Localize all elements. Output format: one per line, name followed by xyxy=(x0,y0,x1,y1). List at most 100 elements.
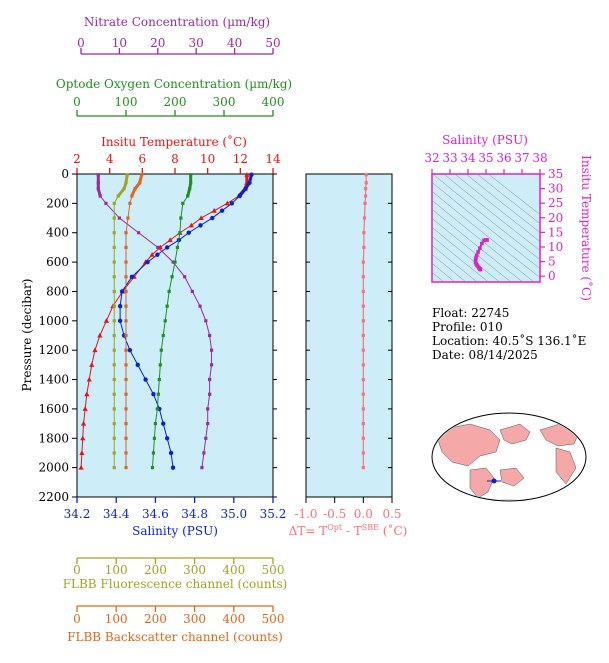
delta-point xyxy=(362,245,366,250)
fluorescence-surface-line xyxy=(116,174,129,197)
backscatter-point xyxy=(124,466,128,470)
fluorescence-axis-label: FLBB Fluorescence channel (counts) xyxy=(63,577,288,591)
salinity-point xyxy=(117,318,123,324)
backscatter-point xyxy=(124,245,128,250)
oxygen-point xyxy=(170,275,174,279)
backscatter-point xyxy=(124,231,128,235)
oxygen-point xyxy=(163,319,167,323)
backscatter-point xyxy=(124,275,128,279)
salinity-point xyxy=(129,274,135,279)
temperature-point xyxy=(82,406,88,411)
oxygen-point xyxy=(181,201,185,205)
backscatter-surface-line xyxy=(130,174,144,197)
salinity-tick-label: 34.4 xyxy=(103,507,130,521)
profile-panel: Insitu Temperature (˚C) 2 4 6 8 10 12 14 0 200 4… xyxy=(20,134,286,538)
ts-salinity-tick-label: 38 xyxy=(532,151,547,165)
backscatter-tick-label: 300 xyxy=(183,612,206,626)
info-location: Location: 40.5˚S 136.1˚E xyxy=(432,333,586,348)
delta-point xyxy=(363,201,367,205)
delta-tick-label: 0.0 xyxy=(354,507,373,521)
temperature-point xyxy=(149,251,155,257)
backscatter-tick-label: 0 xyxy=(73,612,81,626)
ts-isopycnal xyxy=(476,174,540,224)
ts-salinity-tick-label: 33 xyxy=(442,151,457,165)
nitrate-point xyxy=(202,451,206,455)
delta-point xyxy=(361,436,365,440)
delta-point xyxy=(364,181,368,185)
oxygen-point xyxy=(152,436,157,440)
fluorescence-point xyxy=(124,181,128,185)
nitrate-point xyxy=(96,173,100,177)
oxygen-point xyxy=(155,407,159,411)
ts-point xyxy=(474,256,478,260)
salinity-point xyxy=(155,252,160,257)
pressure-tick-label: 0 xyxy=(61,167,69,181)
backscatter-point xyxy=(124,260,128,264)
oxygen-point xyxy=(151,451,156,455)
temperature-point xyxy=(89,362,95,367)
fluorescence-point xyxy=(112,260,116,264)
nitrate-tick-label: 0 xyxy=(77,36,85,50)
backscatter-tick-label: 400 xyxy=(222,612,245,626)
delta-t-axis-label: ΔT= TOpt - TSBE (˚C) xyxy=(289,523,408,538)
delta-point xyxy=(361,333,365,338)
delta-t-panel: -1.0 -0.5 0.0 0.5 ΔT= TOpt - TSBE (˚C) xyxy=(289,173,408,538)
fluorescence-point xyxy=(112,333,116,338)
nitrate-point xyxy=(117,216,121,220)
salinity-point xyxy=(119,289,125,294)
backscatter-point xyxy=(124,348,128,352)
nitrate-point xyxy=(208,392,212,396)
nitrate-point xyxy=(183,275,187,279)
delta-point xyxy=(361,421,365,426)
delta-point xyxy=(364,187,368,191)
pressure-axis-label: Pressure (decibar) xyxy=(20,279,34,392)
salinity-point xyxy=(229,201,235,206)
ts-point xyxy=(480,241,484,246)
delta-point xyxy=(361,451,365,455)
salinity-point xyxy=(161,421,166,426)
ts-isopycnal xyxy=(432,271,445,282)
delta-point xyxy=(361,377,365,382)
fluorescence-point xyxy=(112,392,116,396)
backscatter-tick-label: 500 xyxy=(262,612,285,626)
oxygen-point xyxy=(179,216,183,220)
nitrate-point xyxy=(204,436,208,440)
ts-isopycnal xyxy=(432,235,489,282)
fluorescence-point xyxy=(112,436,116,440)
salinity-point xyxy=(237,193,242,199)
ts-salinity-tick-label: 35 xyxy=(478,151,493,165)
temperature-tick-label: 6 xyxy=(139,152,147,166)
delta-t-plot-area xyxy=(305,173,393,498)
pressure-tick-label: 1800 xyxy=(38,431,69,445)
temperature-point xyxy=(188,222,194,228)
fluorescence-tick-label: 0 xyxy=(73,563,81,577)
ts-diagram: Salinity (PSU) 32 33 34 35 36 37 3805101520253… xyxy=(424,133,594,301)
info-float: Float: 22745 xyxy=(432,306,509,320)
temperature-point xyxy=(84,391,90,397)
fluorescence-point xyxy=(112,231,116,235)
temperature-point xyxy=(224,200,230,206)
fluorescence-point xyxy=(112,275,116,279)
backscatter-point xyxy=(124,436,128,440)
info-date: Date: 08/14/2025 xyxy=(432,348,538,362)
fluorescence-point xyxy=(112,451,116,455)
nitrate-point xyxy=(96,181,100,185)
delta-point xyxy=(361,289,365,294)
salinity-point xyxy=(247,180,252,186)
temperature-point xyxy=(79,450,85,455)
fluorescence-point xyxy=(112,304,116,308)
fluorescence-point xyxy=(122,187,126,191)
pressure-tick-label: 200 xyxy=(46,196,69,210)
ts-point xyxy=(476,250,480,254)
fluorescence-tick-label: 100 xyxy=(105,563,128,577)
ts-temperature-tick-label: 25 xyxy=(548,196,563,210)
temperature-point xyxy=(198,215,204,221)
temperature-tick-label: 10 xyxy=(200,152,215,166)
float-info: Float: 22745 Profile: 010 Location: 40.5… xyxy=(432,306,586,362)
ts-salinity-tick-label: 34 xyxy=(460,151,476,165)
fluorescence-point xyxy=(116,194,120,198)
salinity-point xyxy=(164,245,170,250)
temperature-point xyxy=(244,171,250,177)
nitrate-point xyxy=(156,245,160,250)
backscatter-tick-label: 200 xyxy=(144,612,167,626)
